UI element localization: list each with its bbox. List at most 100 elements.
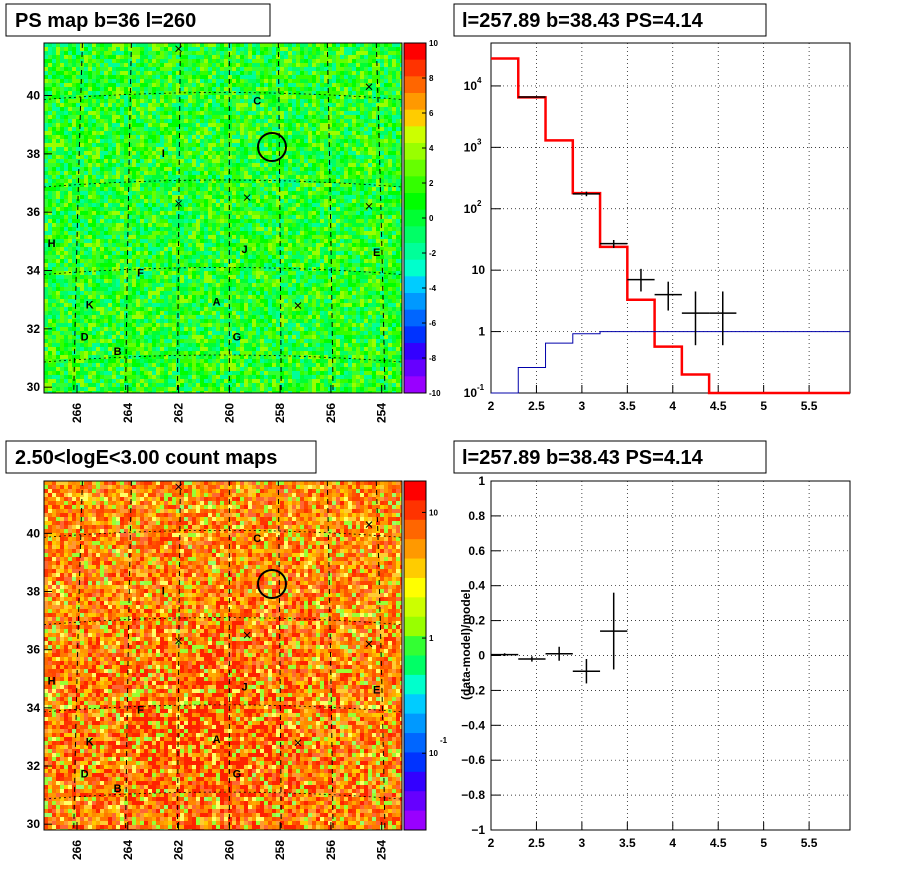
x-tick-label: 254: [375, 403, 389, 423]
residual-plot: 2 2.5 3 3.5 4 4.5 5 5.5 1 0.8 0.6 0.4 0.2 0 −0.2 −0.4 −0…: [461, 474, 851, 850]
colorbar-tick-label: -10: [429, 389, 441, 398]
colorbar-segment: [404, 791, 426, 812]
colorbar-segment: [404, 500, 426, 521]
colorbar-segment: [404, 733, 426, 753]
colorbar-segment: [404, 159, 426, 177]
y-tick-label: 0.6: [468, 544, 485, 558]
x-tick-label: 262: [172, 403, 186, 423]
x-tick-label: 5.5: [801, 836, 818, 850]
source-label: F: [137, 705, 144, 717]
source-label: J: [242, 244, 248, 256]
source-marker: [365, 521, 373, 528]
ps-map-frame: [43, 42, 403, 394]
y-tick-exponent: 2: [477, 199, 482, 208]
source-label: I: [162, 585, 165, 597]
y-tick-label: 10: [464, 140, 478, 154]
colorbar-tick-label: 8: [429, 74, 434, 83]
x-tick-label: 262: [172, 840, 186, 860]
x-tick-label: 266: [70, 403, 84, 423]
meridian-line: [176, 480, 181, 831]
colorbar-segment: [404, 243, 426, 261]
y-tick-label: 0: [478, 649, 485, 663]
source-label: B: [114, 346, 122, 358]
parallel-line: [43, 704, 403, 713]
colorbar-tick-label: 10: [429, 749, 438, 758]
y-tick-label: 40: [27, 526, 41, 540]
residual-title: l=257.89 b=38.43 PS=4.14: [462, 447, 704, 469]
count-map-image: [44, 481, 402, 830]
colorbar-tick-label: 4: [429, 144, 434, 153]
colorbar-segment: [404, 597, 426, 618]
y-tick-label: 34: [27, 701, 41, 715]
source-label: A: [213, 734, 221, 746]
ps-map-source-labels: C I H J E F K A D G B: [48, 95, 381, 358]
source-label: B: [114, 783, 122, 795]
source-label: E: [373, 247, 380, 259]
y-tick-label: 32: [27, 322, 41, 336]
source-label: A: [213, 297, 221, 309]
colorbar-segment: [404, 143, 426, 161]
colorbar-segment: [404, 636, 426, 656]
ps-map-panel: PS map b=36 l=260 C I H J E F K A D G B 10 8 6 4 2 0 -2 -…: [5, 3, 441, 424]
count-map-title: 2.50<logE<3.00 count maps: [15, 447, 277, 469]
colorbar-segment: [404, 193, 426, 211]
colorbar-exponent: -1: [440, 736, 448, 745]
x-tick-label: 4: [669, 836, 676, 850]
colorbar-tick-label: 6: [429, 109, 434, 118]
meridian-line: [375, 480, 386, 831]
x-tick-label: 256: [324, 403, 338, 423]
source-marker: [243, 631, 251, 639]
ps-map-colorbar: 10 8 6 4 2 0 -2 -4 -6 -8 -10: [403, 39, 441, 398]
x-tick-label: 2: [488, 836, 495, 850]
colorbar-segment: [404, 109, 426, 127]
colorbar-tick-label: -6: [429, 319, 437, 328]
y-tick-label: −0.8: [461, 788, 485, 802]
x-tick-label: 5.5: [801, 399, 818, 413]
x-tick-label: 258: [273, 840, 287, 860]
source-label: H: [48, 238, 56, 250]
parallel-line: [43, 179, 403, 188]
y-tick-label: 0.2: [468, 614, 485, 628]
plot-frame: [490, 42, 851, 394]
ps-map-coordinate-grid: [43, 42, 403, 394]
meridian-line: [176, 42, 181, 394]
y-tick-label: 10: [464, 79, 478, 93]
x-tick-label: 260: [222, 403, 236, 423]
x-tick-label: 5: [760, 836, 767, 850]
x-tick-label: 264: [121, 403, 135, 423]
meridian-line: [125, 42, 132, 394]
x-tick-label: 254: [375, 840, 389, 860]
y-tick-label: 40: [27, 89, 41, 103]
meridian-line: [277, 480, 282, 831]
y-tick-label: 30: [27, 817, 41, 831]
y-tick-label: 36: [27, 643, 41, 657]
colorbar-segment: [404, 43, 426, 61]
y-tick-label: 10: [472, 263, 486, 277]
colorbar-tick-label: 1: [429, 634, 434, 643]
colorbar-segment: [404, 343, 426, 361]
source-label: K: [86, 299, 94, 311]
parallel-line: [43, 354, 403, 363]
source-label: I: [162, 148, 165, 160]
colorbar-tick-label: -2: [429, 249, 437, 258]
x-tick-label: 3: [579, 399, 586, 413]
source-marker: [175, 200, 182, 207]
colorbar-frame: [403, 480, 427, 831]
source-label: C: [253, 95, 261, 107]
y-tick-label: 0.4: [468, 579, 485, 593]
parallel-line: [43, 267, 403, 275]
source-label: G: [233, 332, 242, 344]
source-marker: [175, 483, 182, 491]
source-marker: [294, 739, 302, 747]
meridian-line: [326, 42, 334, 394]
parallel-line: [43, 529, 403, 538]
source-marker: [175, 637, 182, 645]
colorbar-segment: [404, 126, 426, 144]
ps-map-axes: 266 264 262 260 258 256 254 30 32 34 36 38 40: [27, 89, 389, 424]
count-map-axes: 266 264 262 260 258 256 254 30 32 34 36 38 40: [27, 526, 389, 860]
colorbar-segment: [404, 616, 426, 637]
x-tick-label: 4.5: [710, 836, 727, 850]
y-tick-label: 0.8: [468, 509, 485, 523]
